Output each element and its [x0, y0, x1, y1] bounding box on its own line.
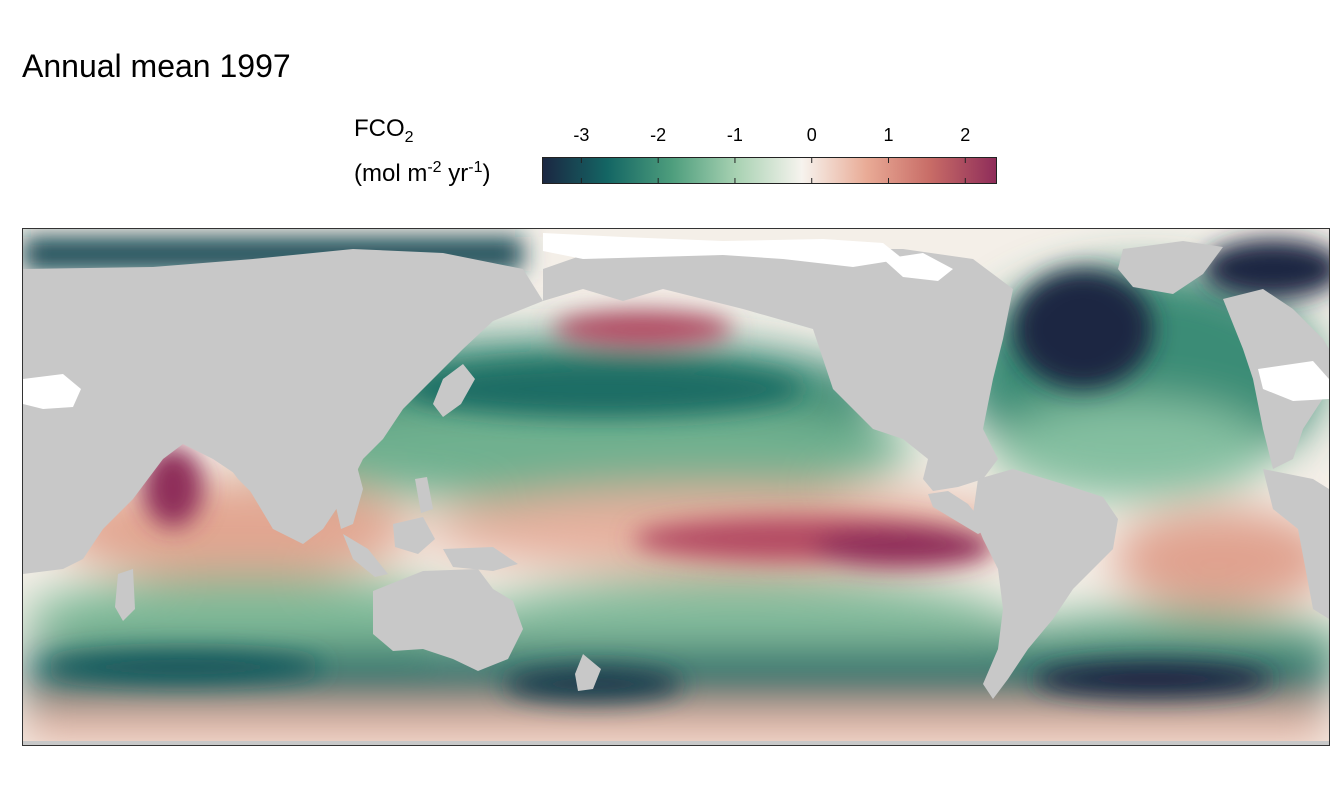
- land-new-zealand: [575, 654, 601, 691]
- land-new-guinea: [443, 547, 518, 571]
- colorbar-legend: -3 -2 -1 0 1 2: [542, 120, 997, 184]
- colorbar-tick-label: -2: [650, 125, 667, 145]
- land-borneo: [393, 517, 435, 554]
- land-madagascar: [115, 569, 135, 621]
- colorbar-title: FCO2 (mol m-2 yr-1): [354, 114, 490, 189]
- land-philippines: [415, 477, 433, 513]
- land-sumatra: [343, 534, 388, 577]
- land-central-america: [928, 491, 988, 534]
- colorbar-unit: (mol m-2 yr-1): [354, 158, 491, 187]
- land-eurasia-africa-west: [23, 249, 543, 574]
- land-greenland: [1118, 241, 1223, 294]
- land-japan: [433, 364, 475, 417]
- colorbar-tick-label: 1: [883, 125, 894, 145]
- land-indochina: [323, 451, 363, 529]
- map-panel: [22, 228, 1330, 746]
- colorbar-gradient: [543, 158, 996, 183]
- colorbar-tick-label: -1: [726, 125, 743, 145]
- ice-east-patch: [1258, 361, 1329, 401]
- colorbar-tick-label: 2: [960, 125, 971, 145]
- land-south-asia: [223, 451, 293, 529]
- land-masses: [23, 241, 1329, 745]
- map-title: Annual mean 1997: [22, 48, 291, 84]
- colorbar-tick-label: 0: [806, 125, 817, 145]
- land-south-america: [973, 469, 1118, 699]
- colorbar: [542, 157, 997, 184]
- land-antarctica-edge: [23, 741, 1329, 745]
- sea-ice-areas: [23, 233, 1329, 409]
- ice-hudson: [883, 253, 953, 281]
- ice-west-patch: [23, 374, 81, 409]
- land-north-america: [543, 247, 1013, 491]
- land-africa-east: [1263, 469, 1329, 619]
- ice-arctic-pacific: [543, 233, 903, 267]
- land-australia: [373, 569, 523, 671]
- colorbar-tick-label: -3: [573, 125, 590, 145]
- colorbar-variable: FCO2: [354, 115, 414, 146]
